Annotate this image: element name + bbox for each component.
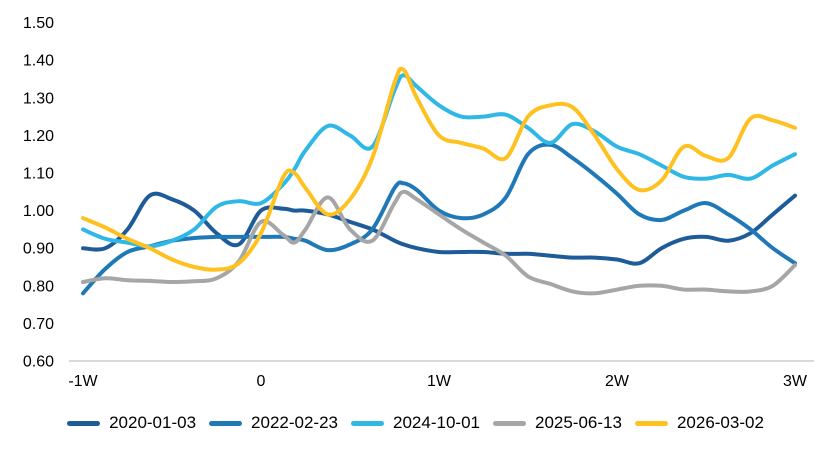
series-line-2025-06-13 (81, 189, 797, 296)
legend-swatch-icon (492, 420, 526, 426)
y-axis-tick-label: 0.60 (23, 354, 54, 371)
y-axis-tick-label: 1.20 (23, 128, 54, 145)
legend-swatch-icon (209, 420, 243, 426)
legend-item-2024-10-01: 2024-10-01 (351, 413, 480, 433)
x-axis-tick-label: -1W (68, 373, 98, 390)
y-axis-tick-label: 1.10 (23, 166, 54, 183)
x-axis-tick-label: 0 (257, 373, 266, 390)
legend-label: 2022-02-23 (251, 413, 339, 432)
legend-swatch-icon (67, 420, 101, 426)
y-axis-tick-label: 1.00 (23, 203, 54, 220)
y-axis-tick-label: 0.90 (23, 241, 54, 258)
x-axis-tick-label: 3W (783, 373, 808, 390)
series-line-2020-01-03 (81, 191, 797, 266)
y-axis-tick-label: 1.50 (23, 15, 54, 32)
legend-label: 2026-03-02 (676, 413, 764, 432)
y-axis-tick-label: 0.70 (23, 316, 54, 333)
series-line-2026-03-02 (81, 66, 797, 272)
chart-legend: 2020-01-03 2022-02-23 2024-10-01 2025-06… (0, 413, 831, 433)
legend-item-2020-01-03: 2020-01-03 (67, 413, 196, 433)
y-axis-tick-label: 1.40 (23, 53, 54, 70)
series-line-2024-10-01 (81, 73, 797, 249)
series-line-2022-02-23 (81, 142, 797, 296)
y-axis-tick-label: 0.80 (23, 278, 54, 295)
legend-swatch-icon (351, 420, 385, 426)
x-axis-tick-label: 2W (605, 373, 630, 390)
legend-label: 2024-10-01 (393, 413, 480, 432)
legend-item-2022-02-23: 2022-02-23 (209, 413, 338, 433)
legend-label: 2025-06-13 (534, 413, 622, 432)
legend-swatch-icon (634, 420, 668, 426)
legend-label: 2020-01-03 (109, 413, 197, 432)
legend-item-2026-03-02: 2026-03-02 (634, 413, 764, 433)
y-axis-tick-label: 1.30 (23, 90, 54, 107)
x-axis-tick-label: 1W (427, 373, 452, 390)
line-chart: 1.50 1.40 1.30 1.20 1.10 1.00 0.90 0.80 0.70 0.60… (23, 15, 814, 390)
legend-item-2025-06-13: 2025-06-13 (492, 413, 622, 433)
